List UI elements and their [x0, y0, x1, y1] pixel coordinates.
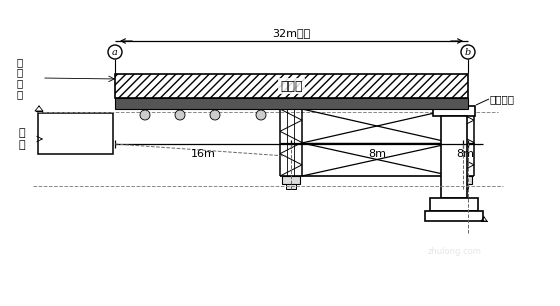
- Circle shape: [461, 45, 475, 59]
- Text: 待浇梁: 待浇梁: [280, 80, 303, 92]
- Bar: [441, 116, 467, 198]
- Text: 32m箱梁: 32m箱梁: [272, 28, 311, 38]
- Bar: [425, 211, 483, 221]
- Text: a: a: [112, 47, 118, 57]
- Text: 临时支座: 临时支座: [490, 94, 515, 104]
- Bar: [38, 113, 113, 154]
- Bar: [430, 198, 478, 211]
- Bar: [438, 101, 448, 106]
- Bar: [454, 176, 472, 184]
- Circle shape: [210, 110, 220, 120]
- Circle shape: [140, 110, 150, 120]
- Text: zhulong.com: zhulong.com: [428, 247, 482, 256]
- Circle shape: [108, 45, 122, 59]
- Bar: [283, 103, 299, 109]
- Bar: [286, 184, 296, 189]
- Text: 8m: 8m: [368, 149, 386, 159]
- Circle shape: [175, 110, 185, 120]
- Text: 8m: 8m: [456, 149, 474, 159]
- Bar: [115, 74, 468, 98]
- Text: b: b: [465, 47, 471, 57]
- Bar: [433, 106, 475, 116]
- Bar: [458, 184, 468, 189]
- Text: 桥
台: 桥 台: [18, 128, 25, 150]
- Text: 16m: 16m: [190, 149, 216, 159]
- Bar: [115, 98, 468, 109]
- Bar: [282, 176, 300, 184]
- Text: 二
次
浇
注: 二 次 浇 注: [17, 57, 23, 99]
- Circle shape: [256, 110, 266, 120]
